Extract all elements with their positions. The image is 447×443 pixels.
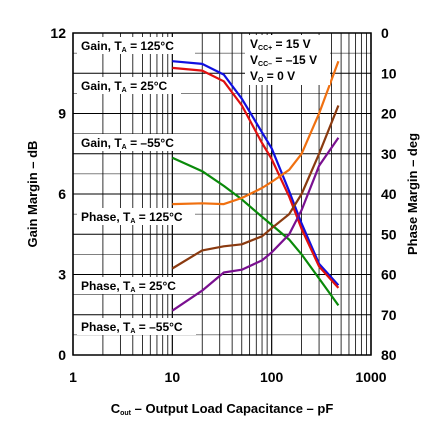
- series-line-1: [172, 60, 340, 286]
- y-tick-label: 0: [58, 347, 66, 363]
- y2-tick-label: 70: [381, 307, 397, 323]
- annotation-vcc-minus: VCC– = –15 V: [250, 53, 317, 68]
- annotation-bg: [77, 277, 189, 294]
- y2-axis-label: Phase Margin – deg: [405, 133, 420, 255]
- annotation-vcc-plus: VCC+ = 15 V: [250, 37, 311, 52]
- y2-tick-label: 10: [381, 65, 397, 81]
- plot-frame: [72, 32, 372, 356]
- annotation-gain-25: Gain, TA = 25°C: [81, 79, 168, 94]
- y2-tick-label: 60: [381, 267, 397, 283]
- x-tick-label: 10: [165, 369, 181, 385]
- annotation-bg: [77, 134, 189, 151]
- x-tick-label: 1: [69, 369, 77, 385]
- series-line-2: [172, 66, 340, 289]
- y2-tick-label: 20: [381, 106, 397, 122]
- annotation-vo: VO = 0 V: [250, 69, 295, 84]
- y-tick-label: 3: [58, 267, 66, 283]
- y2-tick-label: 0: [381, 25, 389, 41]
- annotation-bg: [77, 77, 181, 94]
- annotation-phase-125: Phase, TA = 125°C: [81, 210, 183, 225]
- annotation-phase-25: Phase, TA = 25°C: [81, 279, 176, 294]
- x-tick-label: 100: [260, 369, 284, 385]
- annotation-bg: [77, 208, 195, 225]
- series-line-3: [171, 156, 340, 307]
- annotation-bg: [77, 318, 196, 335]
- y-tick-label: 9: [58, 106, 66, 122]
- x-axis-label: Cout – Output Load Capacitance – pF: [111, 401, 334, 417]
- annotation-phase-m55: Phase, TA = –55°C: [81, 320, 183, 335]
- annotation-gain-125: Gain, TA = 125°C: [81, 39, 174, 54]
- y2-tick-label: 80: [381, 347, 397, 363]
- series-line-4: [172, 60, 340, 206]
- annotation-gain-m55: Gain, TA = –55°C: [81, 136, 174, 151]
- series-layer: [171, 60, 340, 312]
- annotation-bg: [77, 37, 195, 54]
- y2-tick-label: 50: [381, 226, 397, 242]
- conditions-bg: [245, 35, 330, 85]
- x-tick-label: 1000: [355, 369, 386, 385]
- y2-tick-label: 30: [381, 146, 397, 162]
- series-line-5: [171, 105, 340, 270]
- y-axis-label: Gain Margin – dB: [25, 141, 40, 248]
- y-tick-label: 6: [58, 186, 66, 202]
- tick-labels: 1 10 100 1000 0 3 6 9 12 0 10 20 30 40 50 60 70 80: [50, 25, 396, 385]
- y-tick-label: 12: [50, 25, 66, 41]
- y2-tick-label: 40: [381, 186, 397, 202]
- series-line-6: [171, 137, 340, 312]
